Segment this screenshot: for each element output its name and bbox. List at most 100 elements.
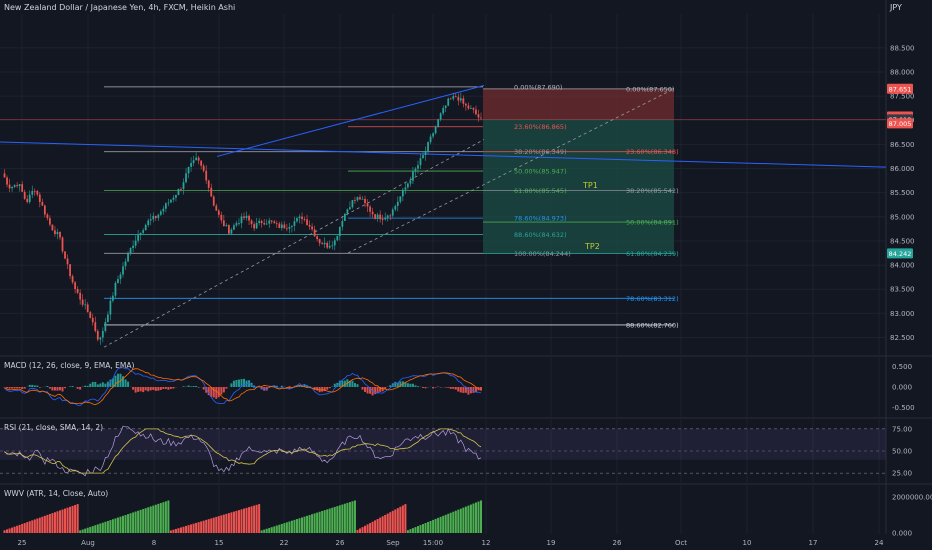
candle-body (270, 220, 273, 222)
wwv-bar (273, 526, 276, 533)
wwv-bar (106, 520, 109, 533)
macd-histogram-bar (94, 381, 97, 387)
fibonacci-levels[interactable]: 0.00%(87.690) 23.60%(86.865) 38.20%(86.349… (104, 83, 679, 329)
candle-body (333, 240, 336, 246)
macd-histogram-bar (64, 387, 67, 389)
macd-histogram-bar (157, 387, 160, 391)
wwv-bar (343, 503, 346, 533)
upper-trendline (216, 84, 485, 157)
macd-histogram-bar (243, 378, 246, 387)
wwv-bar (99, 523, 102, 533)
candle-body (59, 231, 61, 238)
macd-histogram-bar (104, 383, 107, 387)
macd-histogram-bar (13, 387, 16, 389)
macd-histogram-bar (220, 387, 223, 395)
macd-histogram-bar (11, 387, 14, 389)
macd-histogram-bar (167, 387, 170, 390)
candle-body (91, 317, 94, 323)
wwv-bar (280, 523, 283, 533)
wwv-bar (69, 506, 72, 533)
wwv-legend[interactable]: WWV (ATR, 14, Close, Auto) (4, 489, 109, 498)
candle-body (222, 220, 225, 227)
macd-histogram-bar (172, 387, 175, 389)
candle-body (66, 258, 69, 265)
wwv-bar (255, 504, 258, 533)
candle-body (43, 205, 46, 215)
rsi-tick-label: 75.00 (892, 425, 912, 433)
wwv-bar (53, 512, 56, 533)
time-axis[interactable]: 25 Aug 8 15 22 26 Sep 15:00 12 19 26 Oct 10 17 24 (18, 539, 884, 547)
wwv-bar (26, 522, 29, 533)
candle-body (318, 239, 321, 244)
wwv-bar (358, 528, 361, 533)
candle-body (291, 225, 293, 227)
macd-histogram-bar (152, 387, 155, 390)
candle-body (437, 119, 440, 127)
wwv-bar (381, 516, 384, 533)
candle-body (205, 170, 208, 181)
wwv-bar (283, 523, 286, 533)
grid-lines (0, 0, 932, 534)
macd-histogram-bar (215, 387, 218, 399)
price-badge-label: 87.651 (889, 85, 912, 93)
fib-left-label: 38.20%(86.349) (514, 148, 567, 156)
wwv-bar (394, 509, 397, 533)
y-tick-label: 85.000 (890, 213, 915, 221)
wwv-bar (91, 526, 94, 533)
wwv-bar (66, 507, 69, 533)
macd-histogram-bar (406, 383, 409, 387)
macd-histogram-bar (217, 387, 220, 398)
candle-body (343, 213, 346, 221)
macd-histogram-bar (351, 380, 354, 387)
macd-histogram-bar (127, 381, 130, 387)
x-tick-label: 25 (18, 539, 27, 547)
rsi-average-line (4, 428, 482, 474)
candle-body (56, 231, 59, 235)
dashed-projection (347, 88, 675, 254)
candle-body (452, 96, 455, 99)
wwv-bar (338, 505, 341, 533)
macd-histogram-bar (323, 387, 326, 392)
macd-histogram-bar (459, 387, 462, 393)
macd-histogram-bar (16, 387, 19, 389)
macd-histogram-bar (91, 381, 94, 387)
macd-histogram-bar (240, 379, 243, 387)
trendlines[interactable] (0, 84, 887, 348)
candle-body (129, 248, 132, 254)
macd-histogram-bar (464, 387, 467, 393)
macd-histogram-bar (225, 387, 228, 389)
horizontal-trendline (0, 141, 887, 168)
macd-histogram-bar (147, 387, 150, 392)
candle-body (399, 196, 402, 202)
wwv-bar (295, 519, 298, 533)
wwv-bar (109, 520, 112, 533)
x-tick-label: 15:00 (423, 539, 443, 547)
wwv-bar (94, 525, 97, 533)
symbol-title[interactable]: New Zealand Dollar / Japanese Yen, 4h, F… (4, 3, 236, 12)
candle-body (414, 168, 417, 172)
fib-right-label: 0.00%(87.650) (626, 85, 674, 93)
rsi-legend[interactable]: RSI (21, close, SMA, 14, 2) (4, 423, 104, 432)
candle-body (331, 245, 334, 247)
candle-body (313, 229, 316, 237)
macd-histogram-bar (207, 387, 210, 396)
wwv-bar (13, 526, 16, 533)
candle-body (475, 109, 477, 115)
wwv-bar (308, 515, 311, 533)
wwv-bar (331, 507, 334, 533)
wwv-bar (162, 502, 165, 533)
macd-histogram-bar (192, 386, 195, 387)
x-tick-label: Sep (386, 539, 400, 547)
wwv-bar (379, 517, 382, 533)
wwv-bar (374, 520, 377, 533)
wwv-bar (290, 520, 293, 533)
macd-histogram-bar (326, 387, 329, 390)
wwv-bar (419, 525, 422, 533)
macd-histogram-bar (235, 379, 238, 387)
macd-legend[interactable]: MACD (12, 26, close, 9, EMA, EMA) (4, 361, 135, 370)
candle-body (308, 224, 311, 227)
candle-body (157, 214, 160, 219)
wwv-bar (84, 528, 87, 533)
wwv-bar (210, 518, 213, 533)
